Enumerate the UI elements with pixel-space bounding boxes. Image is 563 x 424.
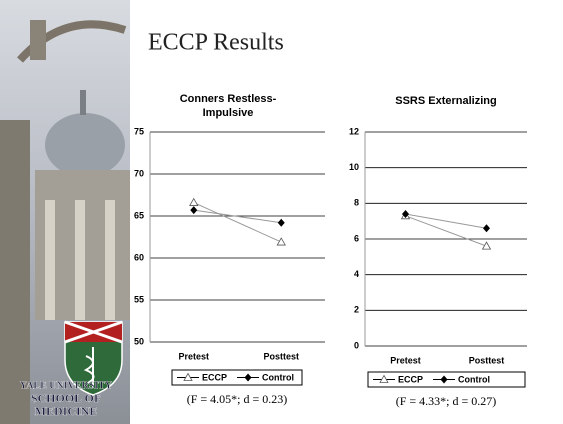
x-tick-label: Pretest bbox=[178, 351, 209, 361]
caption: (F = 4.05*; d = 0.23) bbox=[187, 392, 288, 406]
marker-triangle bbox=[481, 241, 492, 250]
chart-title: SSRS Externalizing bbox=[395, 95, 497, 107]
x-tick-label: Posttest bbox=[263, 351, 299, 361]
series-line bbox=[193, 209, 282, 224]
series-line bbox=[405, 213, 487, 229]
marker-triangle bbox=[276, 237, 286, 246]
y-tick-label: 0 bbox=[354, 340, 359, 350]
y-tick-label: 50 bbox=[134, 336, 144, 346]
legend-label: ECCP bbox=[398, 374, 423, 384]
y-tick-label: 12 bbox=[349, 126, 359, 136]
marker-diamond bbox=[402, 210, 409, 219]
caption: (F = 4.33*; d = 0.27) bbox=[396, 394, 497, 408]
marker-triangle bbox=[183, 372, 193, 381]
logo-text: YALE UNIVERSITY bbox=[20, 380, 113, 391]
legend-label: Control bbox=[458, 374, 490, 384]
y-tick-label: 8 bbox=[354, 198, 359, 208]
marker-diamond bbox=[244, 373, 252, 382]
marker-diamond bbox=[277, 218, 285, 227]
series-line bbox=[405, 215, 487, 247]
y-tick-label: 70 bbox=[134, 168, 144, 178]
marker-diamond bbox=[440, 375, 448, 384]
slide-title: ECCP Results bbox=[148, 30, 284, 56]
legend-label: ECCP bbox=[202, 372, 227, 382]
x-tick-label: Posttest bbox=[469, 355, 505, 365]
logo-text: SCHOOL OF bbox=[31, 391, 101, 405]
chart-title: Conners Restless-Impulsive bbox=[179, 93, 277, 119]
y-tick-label: 65 bbox=[134, 210, 144, 220]
y-tick-label: 4 bbox=[354, 269, 359, 279]
y-tick-label: 55 bbox=[134, 294, 144, 304]
marker-diamond bbox=[190, 206, 198, 215]
marker-triangle bbox=[379, 374, 389, 383]
y-tick-label: 60 bbox=[134, 252, 144, 262]
x-tick-label: Pretest bbox=[390, 355, 421, 365]
marker-triangle bbox=[189, 197, 199, 206]
legend-label: Control bbox=[262, 372, 294, 382]
y-tick-label: 6 bbox=[354, 233, 359, 243]
y-tick-label: 10 bbox=[349, 162, 359, 172]
logo-text: MEDICINE bbox=[35, 404, 98, 418]
y-tick-label: 2 bbox=[354, 305, 359, 315]
legend-box bbox=[171, 369, 303, 386]
series-line bbox=[193, 202, 282, 243]
y-tick-label: 75 bbox=[134, 126, 144, 136]
marker-diamond bbox=[483, 224, 490, 233]
sidebar-image bbox=[0, 0, 130, 424]
